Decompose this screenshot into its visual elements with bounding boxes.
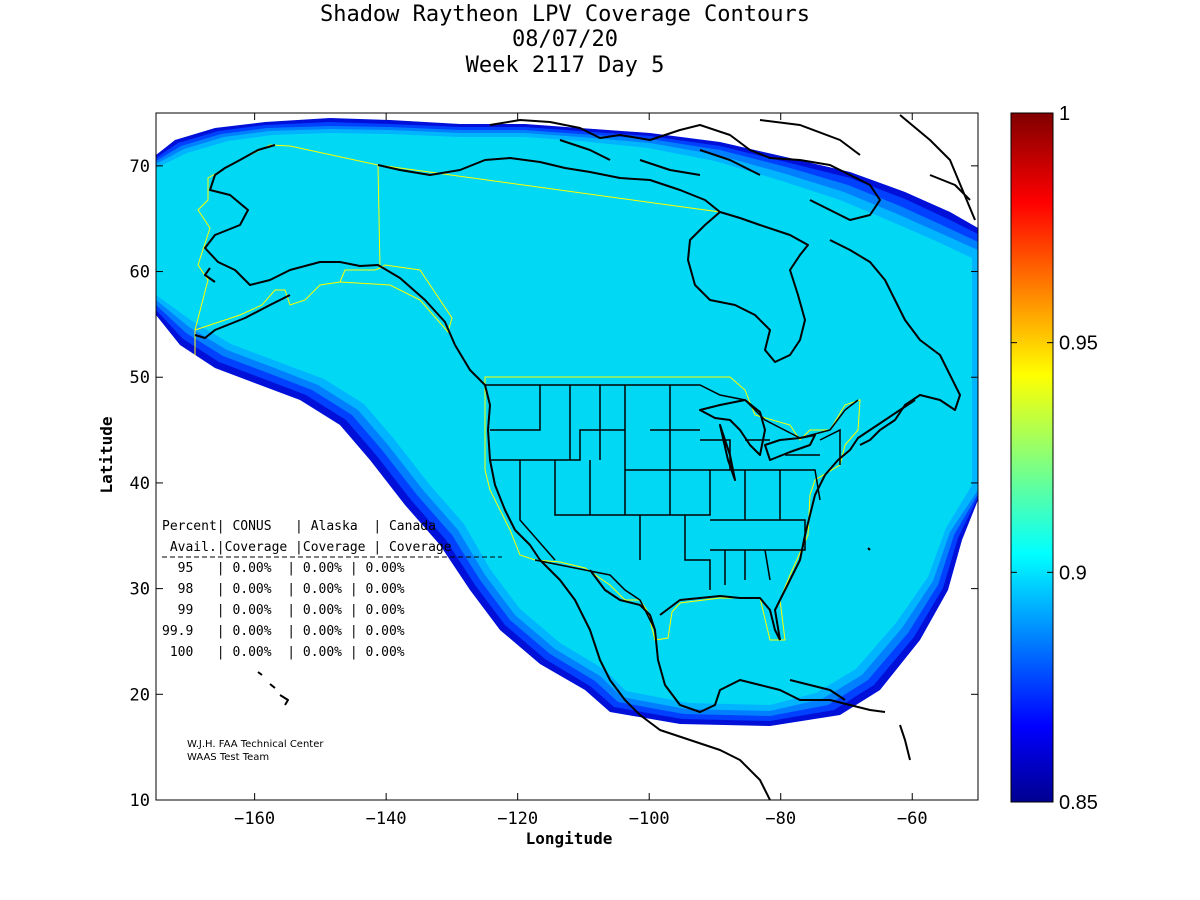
x-tick-label: −140	[366, 809, 407, 829]
credit-block: W.J.H. FAA Technical Center WAAS Test Te…	[187, 739, 324, 763]
y-tick-label: 10	[130, 791, 150, 811]
x-tick-label: −80	[765, 809, 796, 829]
colorbar-ticks: 1 0.95 0.9 0.85	[1011, 103, 1098, 814]
great-lakes	[699, 399, 816, 481]
hudson-bay	[687, 211, 809, 363]
hawaii-islands	[257, 671, 289, 706]
coverage-contours	[156, 118, 978, 726]
x-tick-label: −120	[497, 809, 538, 829]
table-header-row-1: Percent| CONUS | Alaska | Canada	[162, 519, 436, 534]
map-plot-area	[156, 113, 978, 800]
colorbar-tick-label: 0.95	[1059, 333, 1098, 355]
y-axis-ticks: 10 20 30 40 50 60 70	[130, 157, 978, 811]
x-axis-ticks: −160 −140 −120 −100 −80 −60	[234, 113, 928, 829]
table-row: 99 | 0.00% | 0.00% | 0.00%	[162, 603, 405, 618]
alaska-coastline	[194, 144, 456, 346]
y-tick-label: 60	[130, 263, 150, 283]
colorbar-tick-label: 0.9	[1059, 562, 1087, 584]
x-tick-label: −160	[234, 809, 275, 829]
coverage-main-region	[156, 133, 972, 705]
coastlines	[194, 114, 976, 800]
us-mexico-border	[534, 559, 656, 631]
colorbar-gradient	[1011, 113, 1053, 802]
x-axis-label: Longitude	[526, 829, 613, 848]
credit-line-1: W.J.H. FAA Technical Center	[187, 739, 324, 750]
y-tick-label: 40	[130, 474, 150, 494]
y-tick-label: 20	[130, 685, 150, 705]
x-tick-label: −60	[897, 809, 928, 829]
credit-line-2: WAAS Test Team	[187, 752, 269, 763]
state-boundaries	[485, 384, 859, 631]
caribbean-islands	[789, 547, 911, 761]
us-canada-border	[485, 384, 859, 439]
colorbar-tick-label: 1	[1059, 103, 1070, 125]
x-tick-label: −100	[629, 809, 670, 829]
table-row: 100 | 0.00% | 0.00% | 0.00%	[162, 645, 405, 660]
state-grid	[490, 385, 841, 590]
table-row: 95 | 0.00% | 0.00% | 0.00%	[162, 561, 405, 576]
colorbar: 1 0.95 0.9 0.85	[1010, 103, 1098, 814]
table-header-row-2: Avail.|Coverage |Coverage | Coverage	[162, 540, 452, 555]
title-line-3: Week 2117 Day 5	[466, 53, 665, 78]
service-volumes	[194, 144, 861, 641]
conus-service-volume	[484, 376, 861, 641]
canada-service-volume	[377, 164, 721, 213]
labrador-coast	[829, 239, 961, 446]
pacific-coast	[454, 344, 771, 800]
canada-arctic-coast	[377, 157, 721, 213]
colorbar-tick-label: 0.85	[1059, 792, 1098, 814]
coverage-table: Percent| CONUS | Alaska | Canada Avail.|…	[162, 519, 502, 660]
atlantic-coast	[774, 399, 916, 641]
colorbar-frame	[1010, 112, 1054, 803]
gulf-coast	[589, 569, 851, 713]
title-line-1: Shadow Raytheon LPV Coverage Contours	[320, 2, 810, 27]
figure-title: Shadow Raytheon LPV Coverage Contours 08…	[320, 2, 810, 78]
y-axis-label: Latitude	[97, 416, 116, 493]
title-line-2: 08/07/20	[512, 27, 618, 52]
plot-frame	[155, 112, 979, 801]
arctic-islands	[489, 114, 976, 221]
y-tick-label: 50	[130, 368, 150, 388]
table-row: 98 | 0.00% | 0.00% | 0.00%	[162, 582, 405, 597]
y-tick-label: 70	[130, 157, 150, 177]
y-tick-label: 30	[130, 580, 150, 600]
table-row: 99.9 | 0.00% | 0.00% | 0.00%	[162, 624, 405, 639]
